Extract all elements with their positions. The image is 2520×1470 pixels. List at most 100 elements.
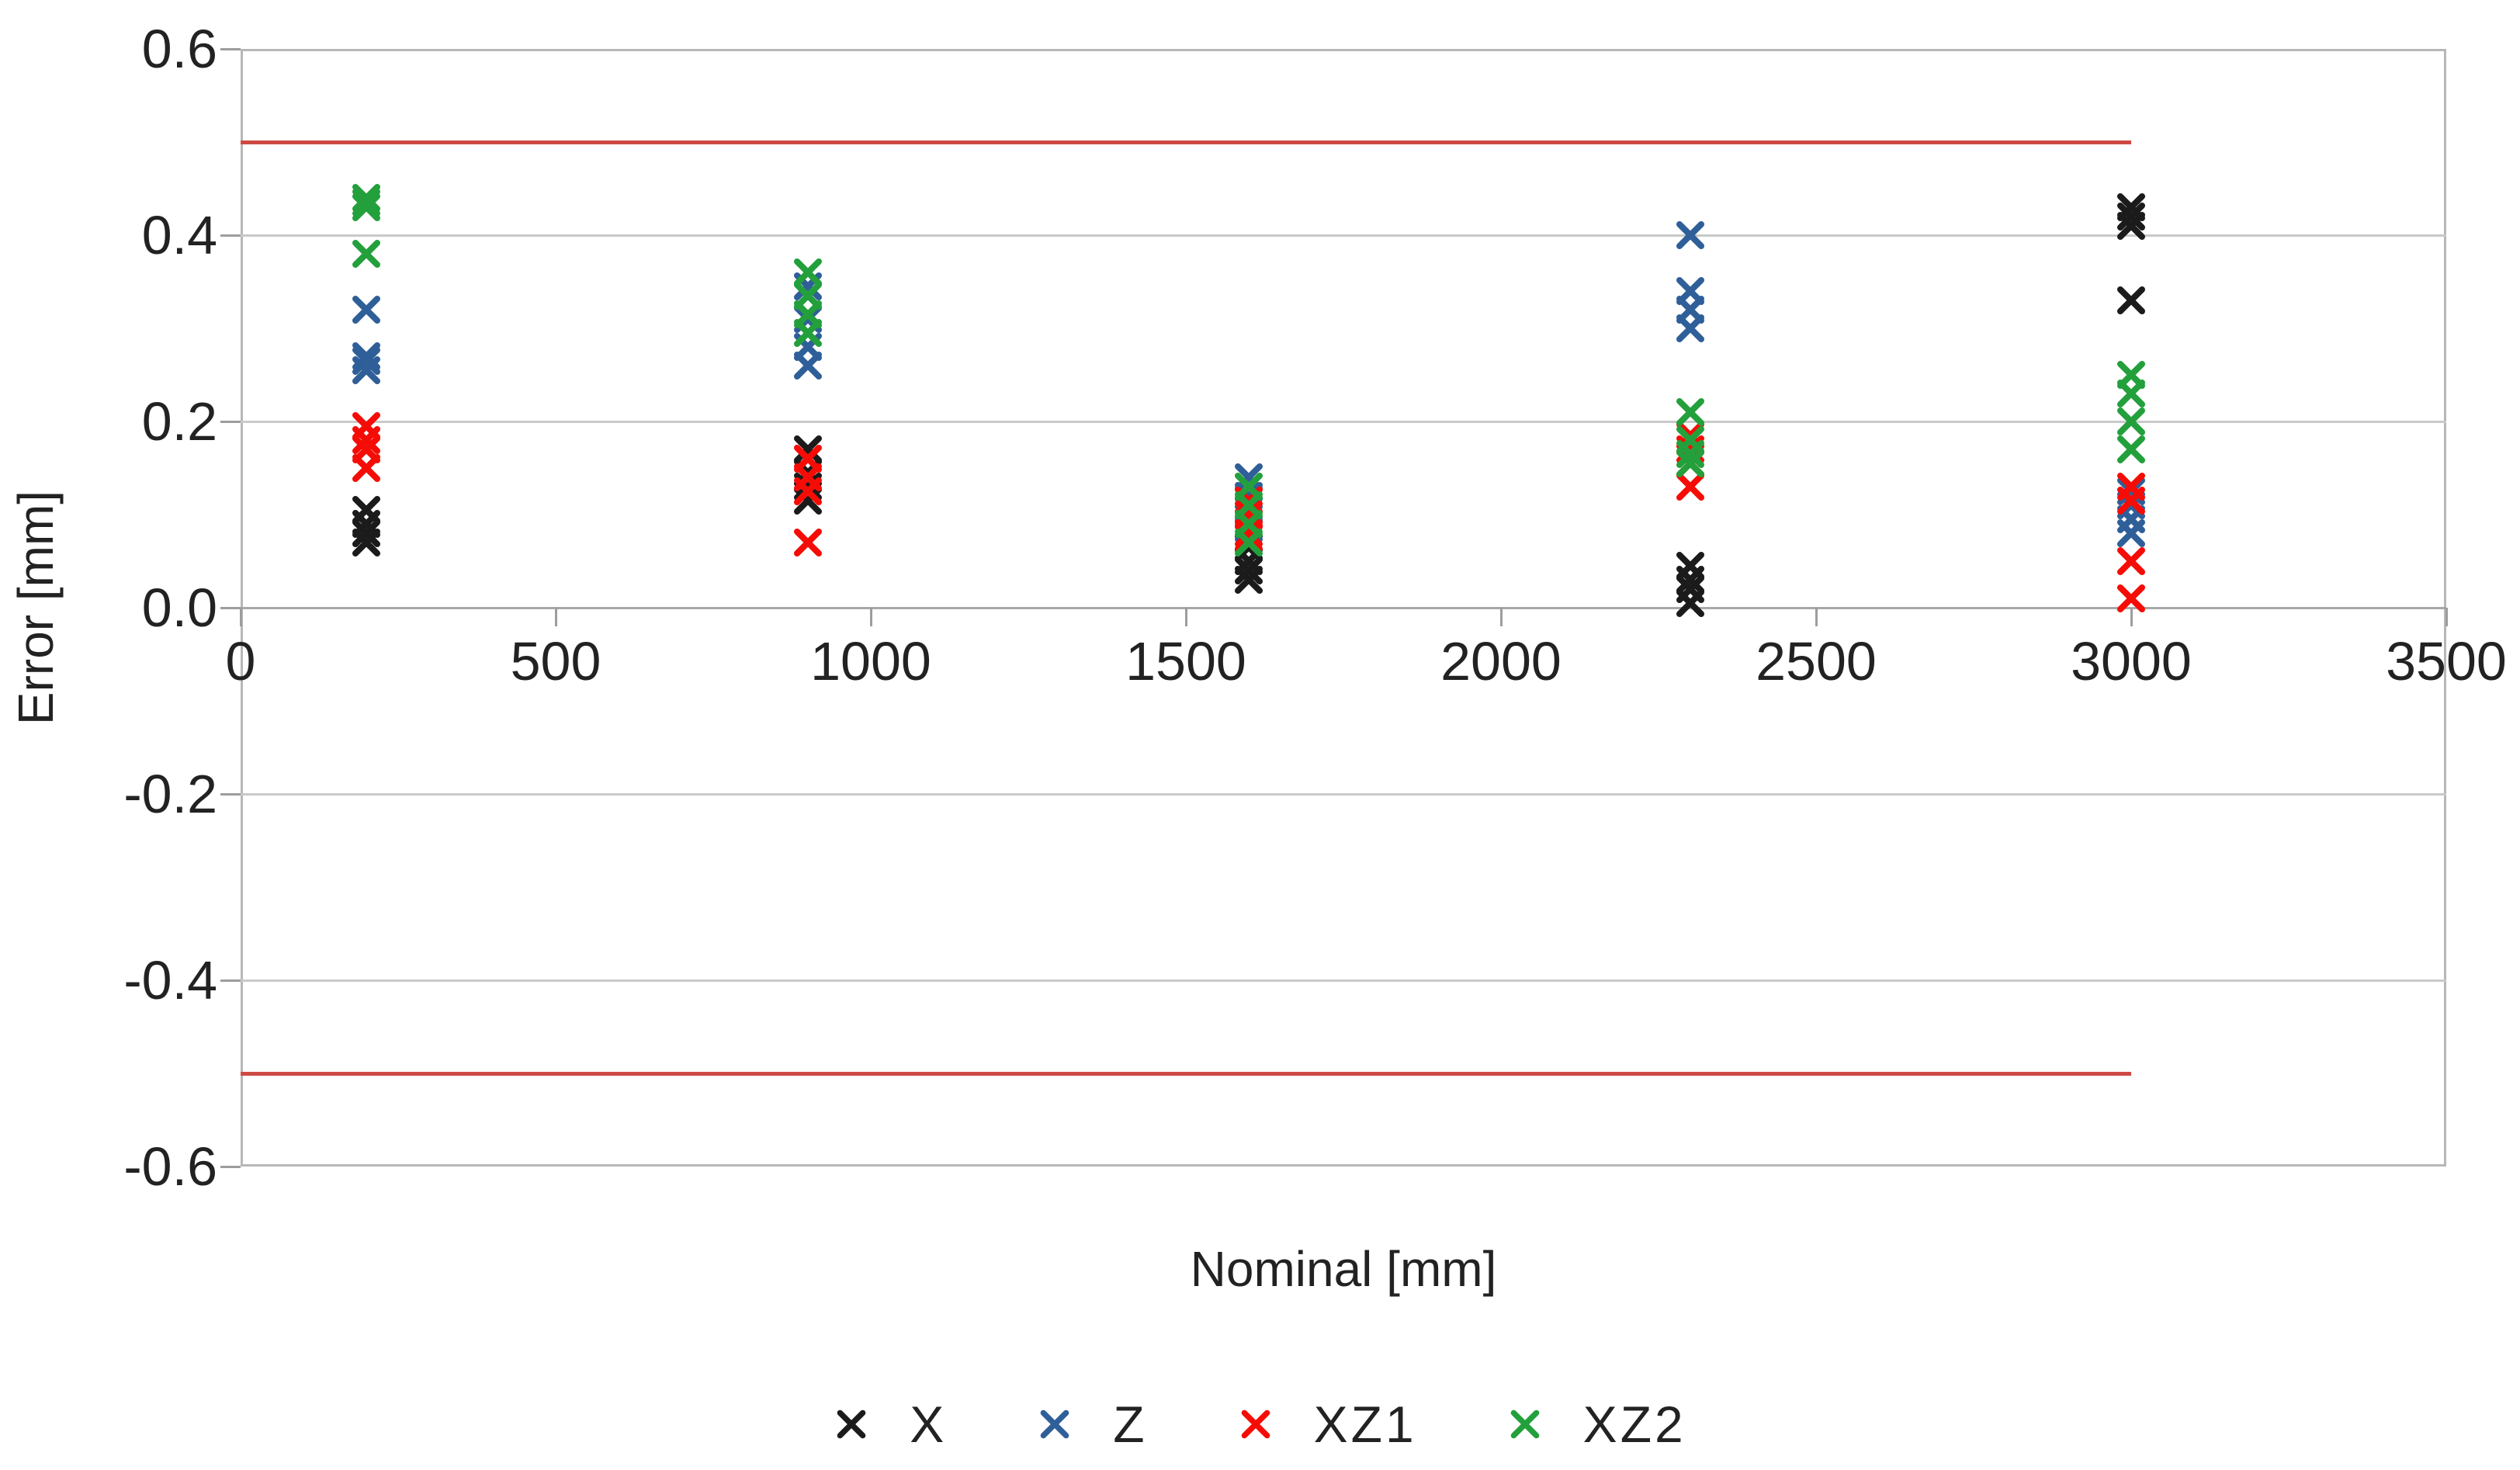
y-tick: [220, 979, 241, 982]
x-axis-line: [241, 606, 2446, 609]
x-cross-icon: [352, 454, 381, 482]
data-point-marker-xz2: [1673, 395, 1707, 429]
data-point-marker-xz1: [2114, 544, 2148, 578]
x-tick: [239, 608, 242, 626]
gridline: [241, 792, 2446, 796]
y-tick: [220, 1165, 241, 1168]
x-cross-icon: [793, 258, 822, 286]
legend-item-label: XZ1: [1313, 1395, 1417, 1453]
x-tick: [2445, 608, 2448, 626]
x-cross-icon: [793, 319, 822, 347]
x-cross-icon: [2117, 519, 2145, 547]
data-point-marker-xz1: [1232, 516, 1266, 550]
x-tick-label: 0: [225, 631, 256, 692]
x-cross-icon: [1235, 556, 1263, 584]
x-cross-icon: [2117, 286, 2145, 314]
x-tick-label: 500: [510, 631, 601, 692]
data-point-marker-xz2: [349, 190, 383, 224]
data-point-marker-xz1: [791, 474, 825, 508]
data-point-marker-z: [1673, 218, 1707, 252]
x-cross-icon: [352, 426, 381, 454]
x-cross-icon: [2117, 407, 2145, 435]
data-point-marker-xz2: [2114, 376, 2148, 411]
x-cross-icon: [1676, 314, 1704, 342]
tolerance-limit-line: [241, 140, 2131, 144]
y-tick-label: -0.4: [123, 950, 217, 1011]
legend-item-xz2: XZ2: [1507, 1395, 1686, 1454]
data-point-marker-xz1: [349, 451, 383, 485]
x-cross-icon: [2117, 203, 2145, 231]
x-tick-label: 3000: [2071, 631, 2192, 692]
data-point-marker-xz2: [791, 316, 825, 350]
x-tick: [1499, 608, 1503, 626]
x-cross-icon: [1235, 529, 1263, 556]
x-cross-icon: [352, 189, 381, 217]
x-tick-label: 1500: [1125, 631, 1246, 692]
data-point-marker-z: [349, 293, 383, 327]
data-point-marker-xz2: [349, 237, 383, 271]
x-cross-icon: [1676, 398, 1704, 426]
legend-marker-icon: [1037, 1406, 1073, 1442]
x-tick-label: 3500: [2386, 631, 2507, 692]
y-tick-label: -0.6: [123, 1136, 217, 1197]
x-cross-icon: [2117, 584, 2145, 612]
x-cross-icon: [352, 296, 381, 324]
data-point-marker-xz1: [349, 423, 383, 457]
x-cross-icon: [1676, 440, 1704, 468]
data-point-marker-xz1: [1673, 470, 1707, 504]
data-point-marker-xz1: [791, 525, 825, 560]
x-cross-icon: [793, 477, 822, 505]
x-tick: [1815, 608, 1818, 626]
y-tick: [220, 792, 241, 796]
x-cross-icon: [352, 347, 381, 375]
x-cross-icon: [2117, 487, 2145, 515]
x-cross-icon: [2117, 212, 2145, 240]
x-tick-label: 2000: [1440, 631, 1562, 692]
x-cross-icon: [793, 435, 822, 463]
legend-item-label: Z: [1113, 1395, 1148, 1453]
data-point-marker-z: [1673, 311, 1707, 345]
x-tick: [869, 608, 872, 626]
data-point-marker-z: [2114, 516, 2148, 550]
data-point-marker-x: [2114, 209, 2148, 243]
x-cross-icon: [352, 240, 381, 268]
x-cross-icon: [2117, 547, 2145, 575]
y-tick: [220, 234, 241, 237]
data-point-marker-xz2: [1673, 446, 1707, 480]
legend-item-label: X: [910, 1395, 948, 1453]
x-cross-icon: [793, 487, 822, 515]
data-point-marker-x: [2114, 199, 2148, 234]
x-tick-label: 1000: [810, 631, 931, 692]
tolerance-limit-line: [241, 1071, 2131, 1076]
data-point-marker-xz2: [1232, 525, 1266, 560]
data-point-marker-xz2: [2114, 404, 2148, 439]
x-cross-icon: [1235, 566, 1263, 594]
x-tick-label: 2500: [1756, 631, 1877, 692]
x-tick: [1184, 608, 1187, 626]
x-cross-icon: [1041, 1409, 1069, 1439]
x-cross-icon: [1676, 566, 1704, 594]
gridline: [241, 979, 2446, 982]
y-tick: [220, 47, 241, 50]
legend-item-label: XZ2: [1582, 1395, 1686, 1453]
gridline: [241, 234, 2446, 237]
data-point-marker-xz2: [349, 181, 383, 215]
x-cross-icon: [2117, 435, 2145, 463]
data-point-marker-xz1: [2114, 581, 2148, 615]
x-axis-title: Nominal [mm]: [1190, 1241, 1497, 1297]
legend-marker-icon: [1238, 1406, 1274, 1442]
legend: X Z XZ1 XZ2: [0, 1391, 2520, 1458]
data-point-marker-x: [791, 484, 825, 518]
x-cross-icon: [352, 519, 381, 547]
y-tick-label: -0.2: [123, 764, 217, 824]
data-point-marker-x: [791, 432, 825, 466]
x-cross-icon: [352, 193, 381, 221]
data-point-marker-xz2: [349, 185, 383, 220]
x-tick: [2130, 608, 2133, 626]
x-cross-icon: [1235, 519, 1263, 547]
data-point-marker-xz2: [791, 255, 825, 289]
legend-marker-icon: [1507, 1406, 1543, 1442]
data-point-marker-xz2: [2114, 432, 2148, 466]
legend-item-xz1: XZ1: [1238, 1395, 1417, 1454]
